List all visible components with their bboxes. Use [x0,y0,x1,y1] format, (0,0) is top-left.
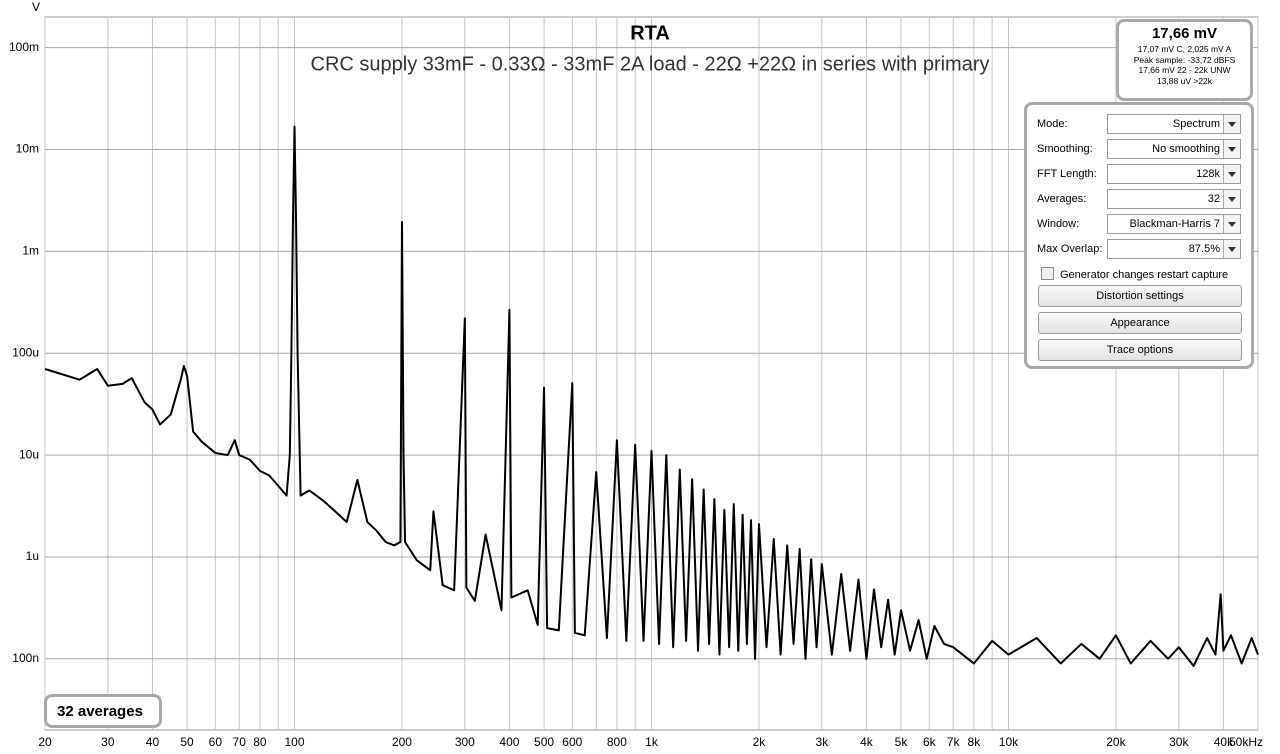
x-tick-label: 8k [968,735,982,749]
dropdown-arrow[interactable] [1223,140,1240,158]
control-row: Averages: 32 [1037,189,1243,209]
x-tick-label: 20k [1106,735,1126,749]
x-tick-label: 7k [947,735,961,749]
button[interactable]: Trace options [1038,339,1242,361]
x-tick-label: 50kHz [1229,735,1263,749]
checkbox-label: Generator changes restart capture [1060,269,1229,281]
chart-title: RTA [630,22,670,44]
dropdown-arrow[interactable] [1223,115,1240,133]
x-tick-label: 3k [815,735,829,749]
x-tick-label: 6k [923,735,937,749]
x-tick-label: 800 [607,735,627,749]
y-tick-label: 100u [12,345,39,359]
x-tick-label: 40k [1214,735,1234,749]
readout-box: 17,66 mV 17,07 mV C, 2,025 mV A Peak sam… [1116,19,1253,101]
x-tick-label: 10k [999,735,1019,749]
dropdown-value: Blackman-Harris 7 [1129,218,1220,230]
x-tick-label: 600 [562,735,582,749]
y-tick-label: 10u [19,447,39,461]
control-label: FFT Length: [1037,168,1097,180]
x-tick-label: 300 [455,735,475,749]
button[interactable]: Distortion settings [1038,285,1242,307]
control-label: Window: [1037,218,1080,230]
x-tick-label: 5k [895,735,909,749]
y-tick-label: 1m [22,244,39,258]
control-row: Mode: Spectrum [1037,114,1243,134]
readout-line: 13,88 uV >22k [1156,75,1213,86]
dropdown-arrow[interactable] [1223,215,1240,233]
control-row: Smoothing: No smoothing [1037,139,1243,159]
readout-main: 17,66 mV [1151,25,1218,42]
dropdown-arrow[interactable] [1223,165,1240,183]
dropdown[interactable]: 87.5% [1107,239,1241,259]
x-tick-label: 50 [180,735,194,749]
x-tick-label: 400 [499,735,519,749]
control-label: Mode: [1037,118,1068,130]
dropdown-value: 32 [1207,193,1220,205]
dropdown[interactable]: Spectrum [1107,114,1241,134]
x-tick-label: 40 [146,735,160,749]
x-tick-label: 4k [860,735,874,749]
x-tick-label: 500 [534,735,554,749]
dropdown[interactable]: No smoothing [1107,139,1241,159]
dropdown[interactable]: Blackman-Harris 7 [1107,214,1241,234]
x-tick-label: 20 [38,735,52,749]
chart-subtitle: CRC supply 33mF - 0.33Ω - 33mF 2A load -… [311,53,990,75]
dropdown-value: 87.5% [1188,243,1220,255]
dropdown[interactable]: 128k [1107,164,1241,184]
control-label: Averages: [1037,193,1087,205]
y-tick-label: 100n [12,651,39,665]
readout-line: 17,07 mV C, 2,025 mV A [1137,44,1232,54]
readout-line: Peak sample: -33,72 dBFS [1133,54,1236,65]
y-tick-label: 100m [9,40,39,54]
control-label: Max Overlap: [1037,243,1103,255]
spectrum-trace [44,125,1259,667]
status-box: 32 averages [44,694,162,728]
button[interactable]: Appearance [1038,312,1242,334]
control-row: FFT Length: 128k [1037,164,1243,184]
x-tick-label: 70 [233,735,247,749]
x-tick-label: 200 [392,735,412,749]
x-tick-label: 2k [753,735,767,749]
controls-panel: Mode: Spectrum Smoothing: No smoothing FFT L… [1024,102,1254,369]
control-row: Window: Blackman-Harris 7 [1037,214,1243,234]
dropdown-value: Spectrum [1172,118,1220,130]
dropdown-arrow[interactable] [1223,190,1240,208]
checkbox[interactable]: Generator changes restart capture [1041,267,1228,281]
y-tick-label: 10m [16,142,39,156]
dropdown-value: No smoothing [1152,143,1220,155]
y-axis-label: V [32,0,40,14]
dropdown-arrow[interactable] [1223,240,1240,258]
marks [44,125,1259,667]
x-tick-label: 1k [645,735,659,749]
control-label: Smoothing: [1037,143,1093,155]
x-tick-label: 30k [1169,735,1189,749]
readout-line: 17,66 mV 22 - 22k UNW [1138,65,1231,75]
x-tick-label: 100 [285,735,305,749]
x-tick-label: 30 [101,735,115,749]
dropdown[interactable]: 32 [1107,189,1241,209]
checkbox-box[interactable] [1041,267,1054,280]
control-row: Max Overlap: 87.5% [1037,239,1243,259]
dropdown-value: 128k [1196,168,1220,180]
x-tick-label: 60 [209,735,223,749]
x-tick-label: 80 [253,735,267,749]
y-tick-label: 1u [26,549,39,563]
